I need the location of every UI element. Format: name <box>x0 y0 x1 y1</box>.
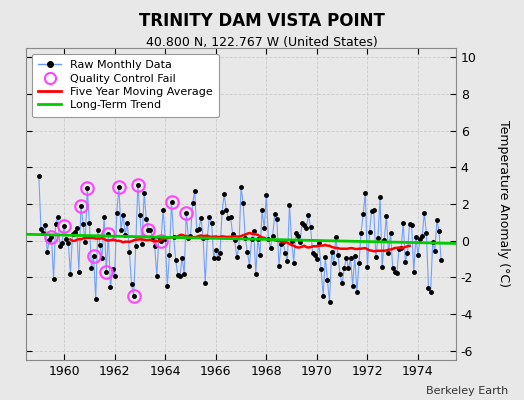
Text: TRINITY DAM VISTA POINT: TRINITY DAM VISTA POINT <box>139 12 385 30</box>
Y-axis label: Temperature Anomaly (°C): Temperature Anomaly (°C) <box>497 120 510 288</box>
Legend: Raw Monthly Data, Quality Control Fail, Five Year Moving Average, Long-Term Tren: Raw Monthly Data, Quality Control Fail, … <box>32 54 219 117</box>
Text: 40.800 N, 122.767 W (United States): 40.800 N, 122.767 W (United States) <box>146 36 378 49</box>
Text: Berkeley Earth: Berkeley Earth <box>426 386 508 396</box>
